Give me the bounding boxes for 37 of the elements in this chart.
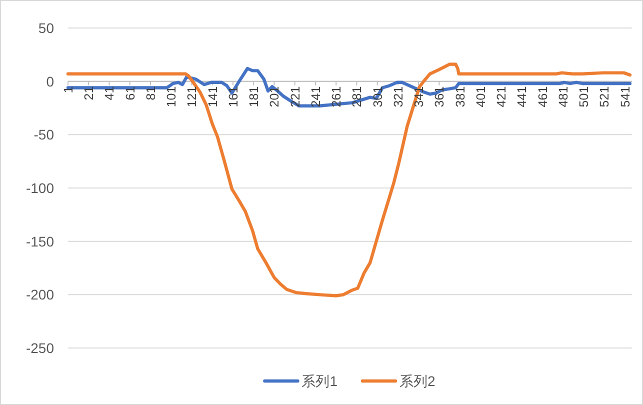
y-tick-label: 0 bbox=[46, 73, 54, 90]
x-tick-label: 41 bbox=[102, 86, 117, 100]
x-tick-label: 481 bbox=[556, 86, 570, 108]
x-tick-label: 141 bbox=[206, 86, 220, 108]
x-tick-label: 181 bbox=[247, 86, 262, 108]
x-tick-label: 361 bbox=[432, 86, 447, 108]
x-tick-label: 341 bbox=[412, 86, 426, 108]
x-tick-label: 121 bbox=[185, 86, 200, 108]
y-tick-label: -250 bbox=[26, 340, 54, 356]
x-tick-label: 381 bbox=[453, 86, 468, 108]
y-tick-label: -150 bbox=[26, 233, 54, 250]
y-tick-label: -50 bbox=[34, 126, 54, 143]
x-tick-label: 221 bbox=[288, 86, 302, 108]
y-tick-label: -100 bbox=[26, 180, 54, 196]
x-tick-label: 261 bbox=[330, 86, 344, 108]
y-tick-label: 50 bbox=[38, 20, 54, 36]
x-tick-label: 501 bbox=[577, 86, 592, 108]
x-tick-label: 441 bbox=[515, 86, 530, 108]
x-tick-label: 101 bbox=[164, 86, 179, 108]
y-tick-label: -200 bbox=[26, 286, 54, 303]
legend-label: 系列1 bbox=[302, 373, 338, 389]
x-tick-label: 61 bbox=[123, 86, 138, 100]
x-tick-label: 541 bbox=[618, 86, 632, 108]
x-tick-label: 281 bbox=[350, 86, 364, 108]
x-tick-label: 521 bbox=[598, 86, 612, 108]
legend-label: 系列2 bbox=[400, 373, 436, 389]
x-tick-label: 161 bbox=[226, 86, 240, 108]
x-tick-label: 81 bbox=[144, 86, 158, 100]
x-tick-label: 461 bbox=[536, 86, 550, 108]
x-tick-label: 21 bbox=[82, 86, 96, 100]
x-tick-label: 301 bbox=[370, 86, 385, 108]
x-tick-label: 401 bbox=[474, 86, 488, 108]
x-tick-label: 241 bbox=[308, 86, 323, 108]
x-tick-label: 321 bbox=[391, 86, 406, 108]
x-tick-label: 421 bbox=[494, 86, 509, 108]
x-tick-label: 201 bbox=[268, 86, 282, 108]
x-tick-label: 1 bbox=[62, 86, 76, 94]
